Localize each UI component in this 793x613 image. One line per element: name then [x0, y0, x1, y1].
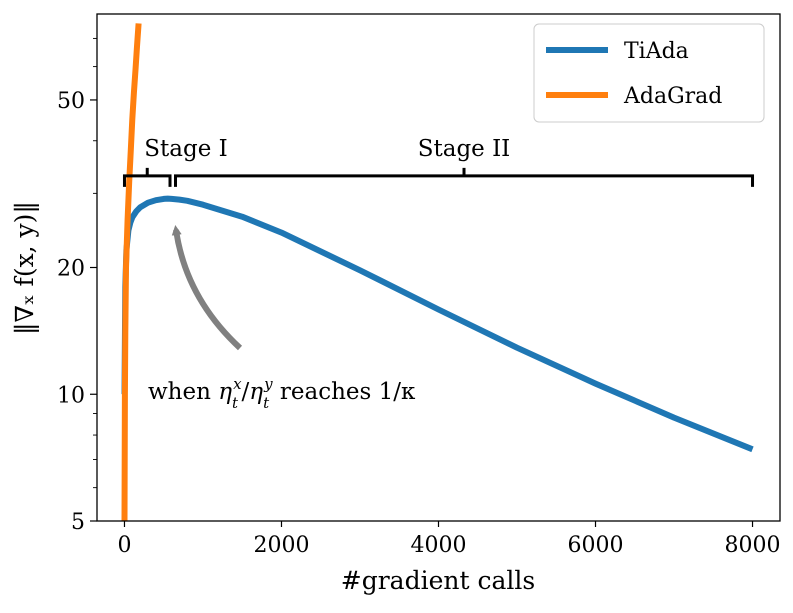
x-tick-label: 6000: [568, 533, 624, 558]
slash: /: [242, 379, 250, 405]
y-tick-label: 50: [57, 89, 85, 114]
annotation-text: when ηtx/ηty reaches 1/κ: [148, 375, 416, 412]
stage-2-bracket: [174, 167, 755, 187]
eta-y-sup: y: [263, 375, 273, 393]
y-tick-label: 10: [57, 383, 85, 408]
x-axis-title: #gradient calls: [341, 566, 535, 595]
stage-brackets: [122, 167, 755, 187]
y-tick-label: 20: [57, 257, 85, 282]
x-tick-label: 0: [117, 533, 131, 558]
annotation-suffix: reaches 1/κ: [273, 379, 416, 405]
stage-1-bracket: [122, 167, 172, 187]
annotation-prefix: when: [148, 379, 218, 405]
x-tick-label: 2000: [253, 533, 309, 558]
legend: TiAda AdaGrad: [533, 23, 765, 123]
legend-label-tiada: TiAda: [624, 39, 689, 64]
x-tick-label: 8000: [725, 533, 781, 558]
x-tick-label: 4000: [411, 533, 467, 558]
series-line-adagrad: [121, 23, 142, 521]
stage-2-label: Stage II: [418, 136, 511, 162]
plot-lines: [121, 23, 754, 521]
legend-label-adagrad: AdaGrad: [623, 84, 722, 109]
eta-y-sub: t: [263, 394, 270, 412]
eta-x-sub: t: [232, 394, 239, 412]
eta-y: η: [249, 379, 263, 405]
axis-ticks: 0 2000 4000 6000 8000 5 10 20 50: [57, 37, 781, 558]
eta-x-sup: x: [233, 375, 242, 393]
y-tick-label: 5: [71, 510, 85, 535]
stage-1-label: Stage I: [144, 136, 227, 162]
eta-x: η: [218, 379, 232, 405]
annotation-arrow: [171, 225, 243, 351]
y-axis-title: ‖∇ₓ f(x, y)‖: [10, 201, 40, 335]
